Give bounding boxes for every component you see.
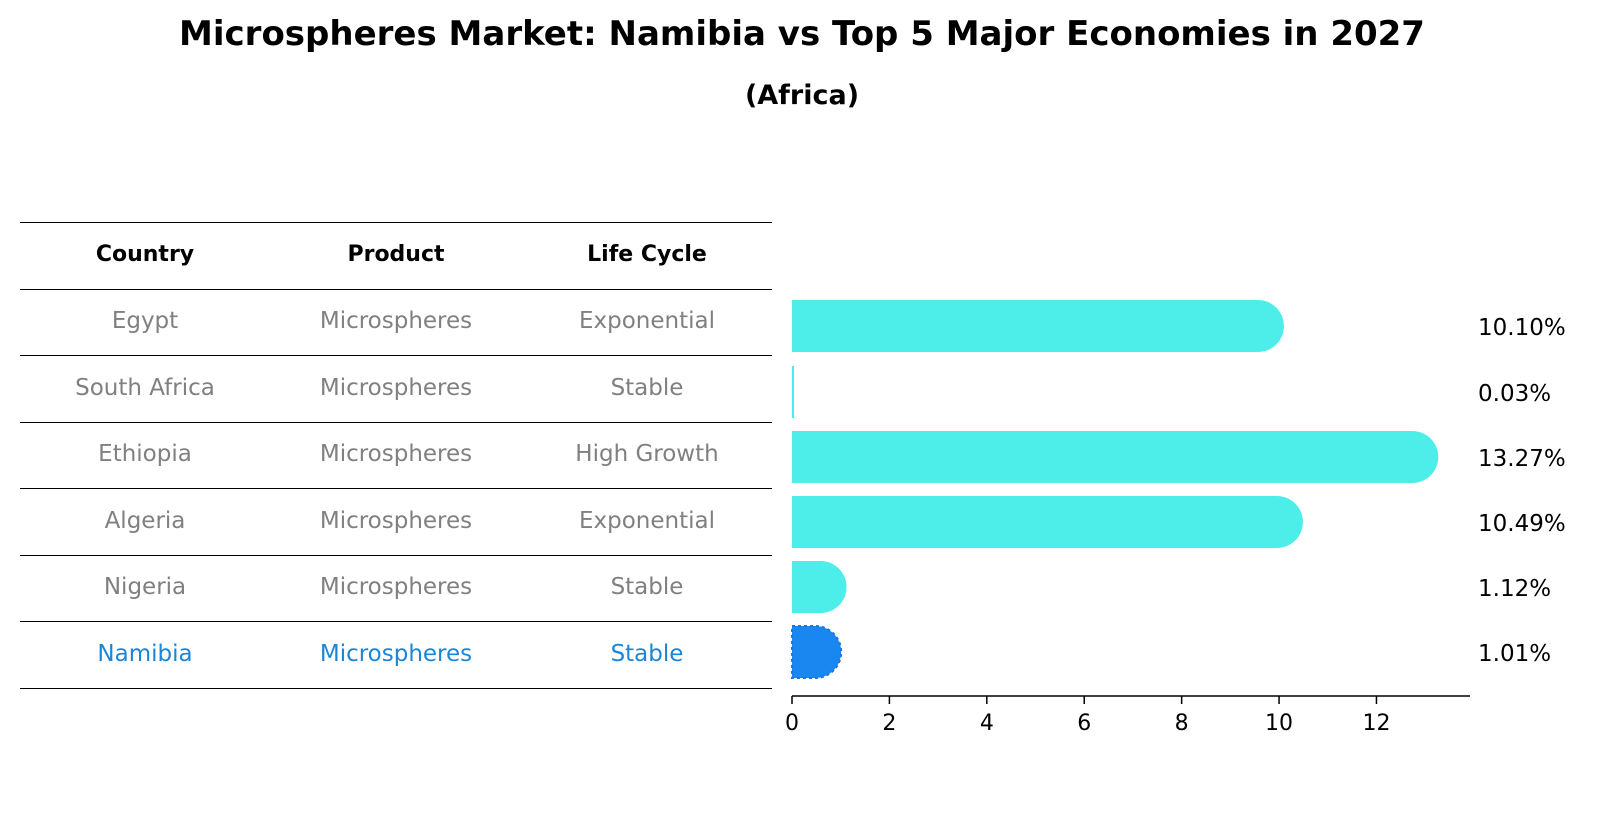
cell-country-highlight: Namibia: [97, 641, 193, 667]
cell-country: Egypt: [111, 308, 179, 334]
cell-country: South Africa: [75, 375, 215, 401]
cell-product-highlight: Microspheres: [319, 641, 473, 667]
x-tick-label: 6: [1077, 711, 1091, 736]
header-life-cycle: Life Cycle: [587, 242, 707, 267]
table-rule: [20, 289, 772, 290]
value-label: 1.01%: [1478, 641, 1551, 667]
cell-life-cycle: Stable: [610, 574, 684, 600]
x-tick-label: 4: [980, 711, 994, 736]
table-rule: [20, 688, 772, 689]
table-rule: [20, 621, 772, 622]
cell-product: Microspheres: [319, 508, 473, 534]
bar: [792, 561, 847, 613]
bar: [792, 366, 794, 418]
cell-product: Microspheres: [319, 375, 473, 401]
bar: [792, 300, 1284, 352]
cell-life-cycle: Stable: [610, 375, 684, 401]
chart-title: Microspheres Market: Namibia vs Top 5 Ma…: [179, 14, 1425, 54]
header-product: Product: [347, 242, 445, 267]
value-label: 0.03%: [1478, 381, 1551, 407]
table-rule: [20, 555, 772, 556]
x-tick-label: 12: [1362, 711, 1390, 736]
cell-life-cycle: High Growth: [575, 441, 719, 467]
cell-country: Algeria: [104, 508, 186, 534]
value-label: 1.12%: [1478, 576, 1551, 602]
cell-product: Microspheres: [319, 574, 473, 600]
cell-product: Microspheres: [319, 441, 473, 467]
cell-life-cycle: Exponential: [578, 308, 715, 334]
value-label: 13.27%: [1478, 446, 1566, 472]
bar: [792, 496, 1303, 548]
table-rule: [20, 422, 772, 423]
x-tick-label: 2: [882, 711, 896, 736]
x-tick-label: 10: [1265, 711, 1293, 736]
value-label: 10.49%: [1478, 511, 1566, 537]
bar-highlight: [791, 625, 843, 679]
header-country: Country: [95, 242, 195, 267]
value-label: 10.10%: [1478, 315, 1566, 341]
cell-country: Nigeria: [103, 574, 187, 600]
cell-life-cycle-highlight: Stable: [610, 641, 684, 667]
bar: [792, 431, 1439, 483]
cell-life-cycle: Exponential: [578, 508, 715, 534]
cell-product: Microspheres: [319, 308, 473, 334]
x-tick-label: 8: [1175, 711, 1189, 736]
table-rule: [20, 222, 772, 223]
cell-country: Ethiopia: [98, 441, 192, 467]
table-rule: [20, 355, 772, 356]
table-rule: [20, 488, 772, 489]
x-tick-label: 0: [785, 711, 799, 736]
chart-subtitle: (Africa): [744, 80, 860, 111]
